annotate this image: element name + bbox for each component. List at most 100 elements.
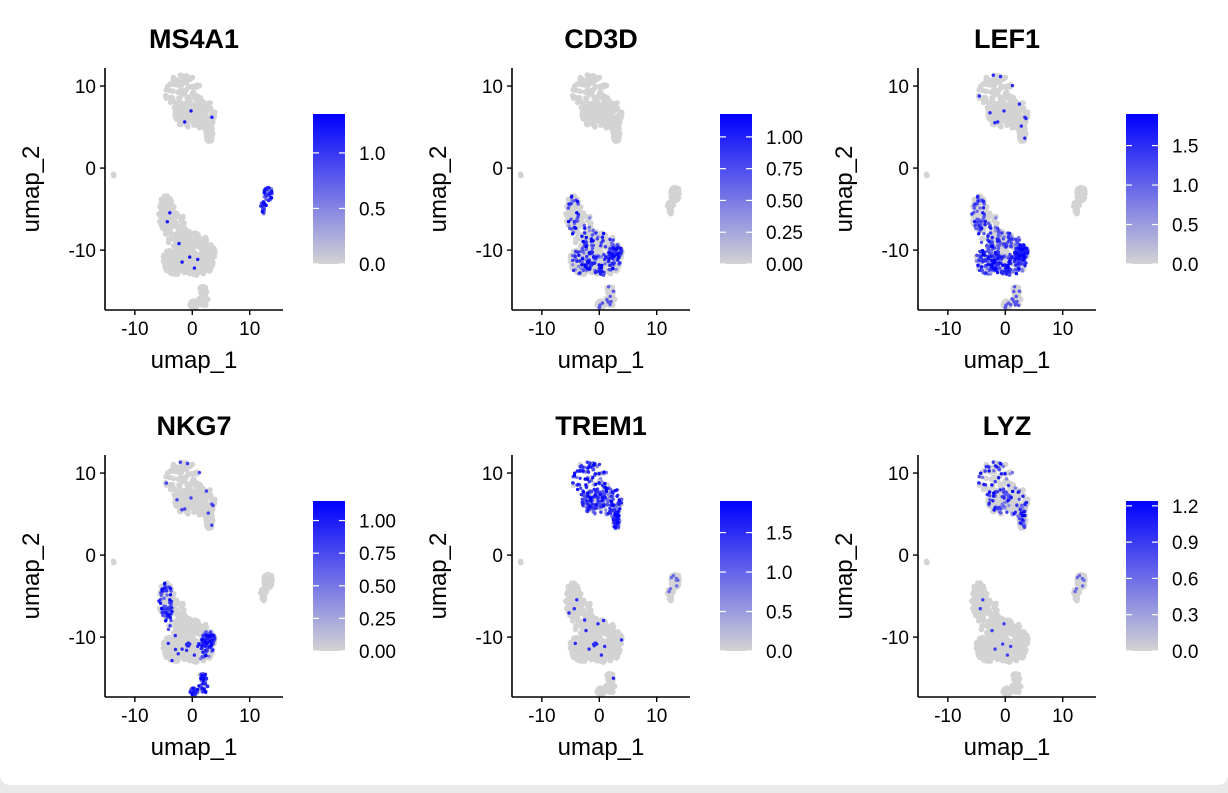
data-point — [178, 460, 182, 464]
data-point — [203, 672, 208, 677]
data-point — [591, 75, 597, 81]
data-point — [1007, 231, 1012, 236]
data-point — [267, 583, 274, 590]
data-point — [162, 649, 168, 655]
data-point — [191, 509, 197, 515]
feature-panel-cd3d: CD3D-10 0 10100-10umap_1umap_21.000.750.50… — [425, 24, 803, 374]
data-point — [191, 122, 197, 128]
data-point — [196, 257, 200, 262]
data-point — [612, 124, 618, 131]
data-point — [977, 224, 981, 228]
data-point — [191, 240, 198, 246]
data-point — [185, 461, 190, 466]
data-point — [172, 256, 179, 262]
data-point — [596, 246, 603, 252]
data-point — [1014, 294, 1018, 299]
data-point — [203, 261, 210, 267]
data-point — [170, 207, 176, 214]
data-point — [111, 172, 117, 179]
data-point — [170, 468, 177, 474]
data-point — [183, 79, 189, 86]
data-point — [260, 210, 265, 214]
data-point — [607, 250, 612, 255]
data-point — [600, 263, 604, 268]
data-point — [575, 259, 579, 263]
x-tick-label: 0 — [1000, 319, 1011, 340]
data-point — [167, 218, 174, 224]
data-point — [173, 633, 177, 638]
data-point — [982, 95, 989, 101]
data-point — [203, 690, 208, 694]
data-point — [165, 220, 169, 224]
data-point — [197, 285, 203, 291]
data-point — [197, 642, 201, 646]
data-point — [582, 109, 589, 115]
data-point — [163, 582, 167, 586]
data-point — [595, 255, 599, 259]
x-tick-label: -10 — [934, 319, 961, 340]
data-point — [177, 476, 184, 483]
data-point — [179, 105, 185, 111]
data-point — [270, 189, 274, 193]
data-point — [611, 238, 615, 242]
data-point — [566, 219, 571, 224]
data-point — [989, 226, 993, 230]
data-point — [587, 229, 592, 233]
data-point — [190, 692, 194, 697]
data-point — [1003, 305, 1008, 309]
data-point — [1004, 122, 1010, 128]
data-point — [209, 261, 215, 268]
colorbar — [313, 114, 345, 264]
colorbar-tick-label: 0.0 — [359, 255, 385, 276]
data-point — [674, 196, 681, 203]
y-axis-label: umap_2 — [18, 146, 45, 233]
data-point — [1023, 136, 1027, 140]
data-point — [990, 89, 997, 95]
data-point — [205, 684, 209, 688]
data-point — [1022, 256, 1026, 260]
data-point — [174, 637, 180, 643]
data-point — [1003, 104, 1010, 110]
data-point — [193, 617, 200, 624]
data-point — [578, 271, 582, 275]
data-point — [184, 75, 190, 81]
data-point — [587, 251, 591, 255]
data-point — [171, 76, 178, 83]
data-point — [200, 251, 206, 258]
data-point — [591, 239, 595, 243]
data-point — [266, 198, 271, 203]
data-point — [587, 225, 591, 229]
data-point — [975, 209, 979, 213]
data-point — [1026, 251, 1030, 255]
x-tick-label: -10 — [121, 706, 148, 727]
data-point — [1002, 242, 1006, 246]
data-point — [197, 684, 201, 688]
data-point — [1008, 244, 1013, 248]
data-point — [997, 261, 1002, 265]
data-point — [177, 72, 184, 78]
data-point — [176, 114, 182, 120]
data-point — [163, 209, 170, 215]
data-point — [201, 115, 207, 121]
data-point — [595, 237, 599, 241]
data-point — [974, 226, 978, 231]
data-point — [192, 653, 197, 657]
data-point — [616, 256, 620, 260]
data-point — [170, 658, 174, 663]
data-point — [175, 109, 182, 115]
data-point — [1006, 235, 1011, 239]
data-point — [1019, 124, 1023, 128]
x-axis-label: umap_1 — [151, 734, 238, 761]
data-point — [184, 648, 189, 652]
data-point — [976, 199, 980, 203]
data-point — [201, 493, 208, 500]
data-point — [190, 104, 197, 110]
data-point — [174, 250, 180, 256]
data-point — [200, 119, 207, 126]
data-point — [179, 245, 185, 251]
data-point — [983, 81, 990, 87]
data-point — [209, 250, 216, 257]
panel-title: LEF1 — [974, 24, 1040, 54]
data-point — [207, 654, 211, 658]
data-point — [607, 257, 611, 261]
